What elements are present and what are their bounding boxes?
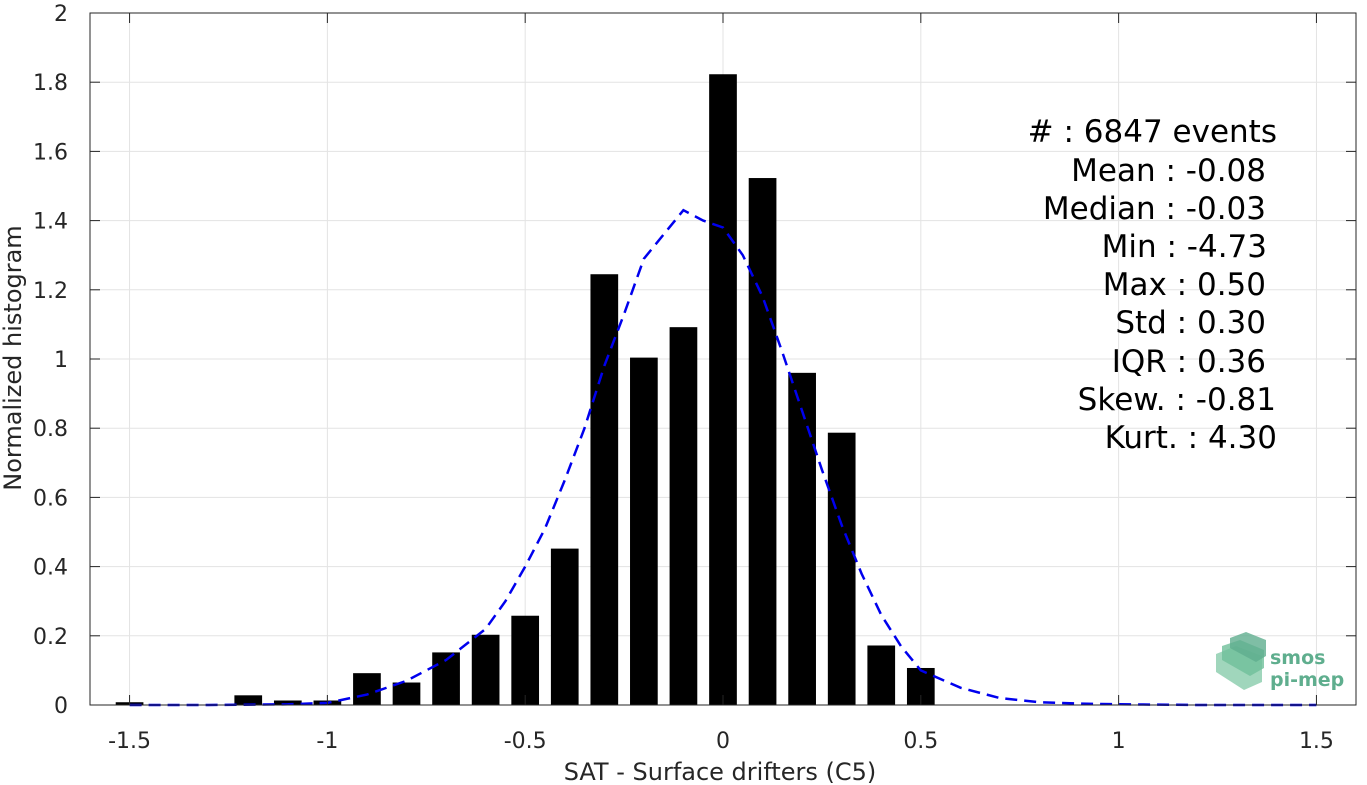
x-tick-label: -1 bbox=[316, 729, 338, 754]
y-tick-label: 1.4 bbox=[33, 210, 68, 235]
histogram-bar bbox=[353, 673, 381, 705]
y-tick-labels: 0 0.2 0.4 0.6 0.8 1 1.2 1.4 1.6 1.8 2 bbox=[33, 2, 68, 719]
histogram-bar bbox=[827, 432, 856, 705]
stat-median: Median : -0.03 bbox=[1043, 191, 1266, 227]
stat-mean: Mean : -0.08 bbox=[1071, 153, 1266, 189]
x-tick-label: -0.5 bbox=[504, 729, 547, 754]
x-axis-label: SAT - Surface drifters (C5) bbox=[564, 758, 877, 785]
stat-skew: Skew. : -0.81 bbox=[1078, 382, 1276, 418]
histogram-bar bbox=[273, 700, 302, 705]
stat-max: Max : 0.50 bbox=[1103, 267, 1266, 303]
histogram-bar bbox=[511, 615, 540, 705]
histogram-bar bbox=[392, 682, 421, 705]
y-axis-label: Normalized histogram bbox=[0, 225, 27, 490]
stat-kurt: Kurt. : 4.30 bbox=[1105, 420, 1277, 456]
y-tick-label: 0.2 bbox=[33, 625, 68, 650]
histogram-bar bbox=[669, 327, 698, 705]
fit-curve bbox=[129, 208, 1317, 707]
stat-min: Min : -4.73 bbox=[1102, 229, 1267, 265]
histogram-bar bbox=[471, 634, 500, 705]
y-tick-label: 1.6 bbox=[33, 140, 68, 165]
y-tick-label: 0.6 bbox=[33, 486, 68, 511]
y-tick-label: 0.4 bbox=[33, 556, 68, 581]
histogram-bar bbox=[867, 645, 896, 705]
histogram-bar bbox=[709, 74, 737, 705]
y-tick-label: 1.8 bbox=[33, 71, 68, 96]
histogram-bar bbox=[590, 274, 619, 705]
x-tick-label: 1 bbox=[1112, 729, 1126, 754]
stats-annotation: # : 6847 events Mean : -0.08 Median : -0… bbox=[1028, 114, 1277, 456]
y-tick-label: 2 bbox=[54, 2, 68, 27]
stat-std: Std : 0.30 bbox=[1115, 305, 1266, 341]
stat-events: # : 6847 events bbox=[1028, 114, 1277, 150]
x-tick-label: -1.5 bbox=[108, 729, 151, 754]
histogram-bar bbox=[788, 372, 816, 705]
logo-text-pi-mep: pi-mep bbox=[1270, 669, 1344, 691]
bars-layer bbox=[115, 74, 935, 706]
smos-pi-mep-logo: smos pi-mep bbox=[1216, 632, 1344, 691]
histogram-bar bbox=[748, 178, 777, 706]
x-tick-labels: -1.5 -1 -0.5 0 0.5 1 1.5 bbox=[108, 729, 1334, 754]
logo-cube-icon bbox=[1216, 632, 1266, 690]
x-tick-label: 0 bbox=[716, 729, 730, 754]
y-tick-label: 0 bbox=[54, 694, 68, 719]
ticks-layer bbox=[90, 12, 1356, 706]
histogram-bar bbox=[234, 695, 263, 705]
x-tick-label: 1.5 bbox=[1299, 729, 1334, 754]
y-tick-label: 0.8 bbox=[33, 417, 68, 442]
y-tick-label: 1.2 bbox=[33, 279, 68, 304]
x-tick-label: 0.5 bbox=[903, 729, 938, 754]
stat-iqr: IQR : 0.36 bbox=[1112, 344, 1266, 380]
y-tick-label: 1 bbox=[54, 348, 68, 373]
logo-text-smos: smos bbox=[1270, 647, 1325, 669]
histogram-bar bbox=[550, 548, 579, 705]
histogram-bar bbox=[630, 357, 658, 705]
